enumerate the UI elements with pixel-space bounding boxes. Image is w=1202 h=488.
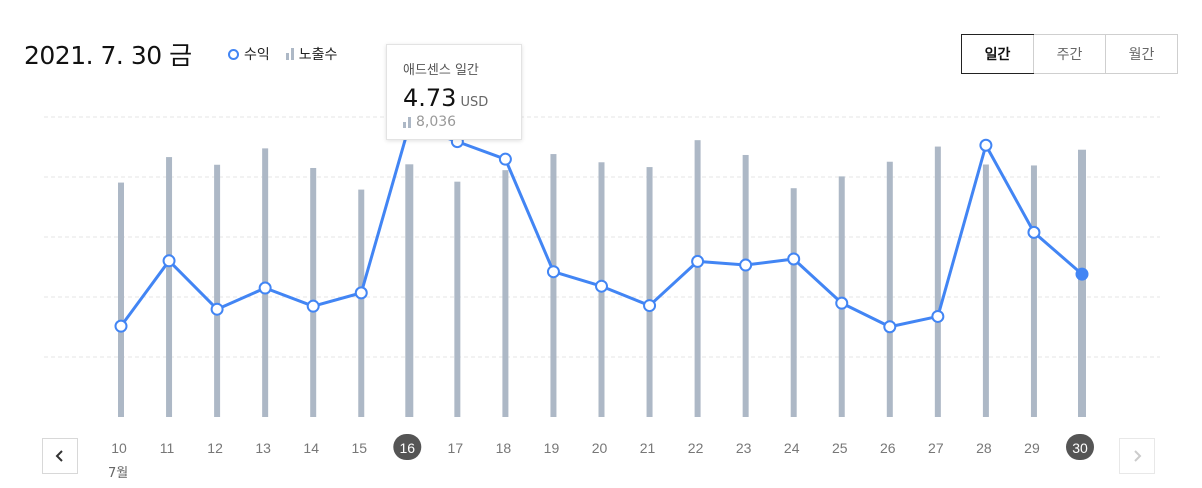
impression-bar[interactable] <box>1030 165 1037 417</box>
x-tick-label[interactable]: 28 <box>976 440 992 456</box>
impression-bar[interactable] <box>454 181 461 417</box>
revenue-point[interactable] <box>691 254 705 268</box>
impression-bar[interactable] <box>405 164 414 417</box>
x-tick-label[interactable]: 29 <box>1024 440 1040 456</box>
period-toggle: 일간 주간 월간 <box>961 34 1178 74</box>
revenue-point[interactable] <box>306 299 320 313</box>
x-tick-label[interactable]: 16 <box>400 440 416 456</box>
impression-bar[interactable] <box>742 154 749 417</box>
impression-bar[interactable] <box>790 188 797 417</box>
x-tick-label[interactable]: 23 <box>736 440 752 456</box>
revenue-point[interactable] <box>979 138 993 152</box>
selected-day-badge <box>1066 434 1094 460</box>
revenue-point[interactable] <box>931 309 945 323</box>
x-tick-label[interactable]: 30 <box>1072 440 1088 456</box>
revenue-point[interactable] <box>883 320 897 334</box>
revenue-point[interactable] <box>835 296 849 310</box>
x-tick-label[interactable]: 19 <box>544 440 560 456</box>
legend-impressions[interactable]: 노출수 <box>285 44 338 64</box>
impression-bar[interactable] <box>166 157 173 418</box>
impression-bar[interactable] <box>886 161 893 417</box>
tooltip-revenue-unit: USD <box>460 95 489 110</box>
x-tick-label[interactable]: 24 <box>784 440 800 456</box>
revenue-point[interactable] <box>1075 267 1089 281</box>
impression-bar[interactable] <box>934 146 941 418</box>
x-tick-label[interactable]: 22 <box>688 440 704 456</box>
revenue-point[interactable] <box>258 281 272 295</box>
impression-bar[interactable] <box>118 182 124 417</box>
bar-series-icon <box>285 48 294 60</box>
impression-bar[interactable] <box>310 167 317 417</box>
impression-bar[interactable] <box>214 164 221 417</box>
x-axis-month-label: 7월 <box>108 466 129 481</box>
chevron-left-icon <box>55 450 63 462</box>
tab-weekly[interactable]: 주간 <box>1033 35 1105 73</box>
line-series-icon <box>228 48 239 60</box>
legend: 수익 노출수 <box>228 44 337 64</box>
impression-bar[interactable] <box>550 154 557 417</box>
x-tick-label[interactable]: 27 <box>928 440 944 456</box>
x-tick-label[interactable]: 25 <box>832 440 848 456</box>
impression-bar[interactable] <box>502 170 509 417</box>
x-tick-label[interactable]: 12 <box>207 440 223 456</box>
x-tick-label[interactable]: 17 <box>448 440 464 456</box>
page-title: 2021. 7. 30 금 <box>24 41 192 70</box>
revenue-point[interactable] <box>1027 225 1041 239</box>
revenue-point[interactable] <box>546 265 560 279</box>
chevron-right-icon <box>1134 450 1142 462</box>
impression-bar[interactable] <box>694 140 701 417</box>
selected-day-badge <box>393 434 422 460</box>
x-tick-label[interactable]: 21 <box>640 440 656 456</box>
chart-tooltip: 애드센스 일간 4.73 USD 8,036 <box>386 44 522 140</box>
impression-bar[interactable] <box>358 189 365 417</box>
prev-period-button[interactable] <box>42 438 78 474</box>
revenue-point[interactable] <box>162 254 176 268</box>
x-tick-label[interactable]: 14 <box>303 440 319 456</box>
tab-monthly[interactable]: 월간 <box>1105 35 1177 73</box>
x-tick-label[interactable]: 10 <box>111 440 127 456</box>
revenue-point[interactable] <box>739 258 753 272</box>
impression-bar[interactable] <box>1078 149 1086 417</box>
revenue-point[interactable] <box>595 279 608 293</box>
next-period-button[interactable] <box>1119 438 1155 474</box>
revenue-point[interactable] <box>114 319 128 333</box>
legend-revenue[interactable]: 수익 <box>228 44 270 64</box>
x-tick-label[interactable]: 26 <box>880 440 896 456</box>
revenue-point[interactable] <box>643 299 657 313</box>
tooltip-title: 애드센스 일간 <box>403 63 479 78</box>
x-tick-label[interactable]: 20 <box>592 440 608 456</box>
tooltip-impressions-value: 8,036 <box>416 114 457 130</box>
impression-bar[interactable] <box>982 164 989 417</box>
x-tick-label[interactable]: 18 <box>496 440 512 456</box>
revenue-point[interactable] <box>354 286 368 300</box>
impression-bar[interactable] <box>646 167 653 417</box>
revenue-point[interactable] <box>210 302 224 316</box>
bar-series-icon <box>403 116 411 128</box>
revenue-point[interactable] <box>787 252 801 266</box>
tooltip-revenue-value: 4.73 <box>403 84 457 112</box>
revenue-point[interactable] <box>498 152 512 166</box>
x-tick-label[interactable]: 15 <box>351 440 367 456</box>
x-tick-label[interactable]: 11 <box>160 440 175 456</box>
x-tick-label[interactable]: 13 <box>255 440 271 456</box>
legend-revenue-label: 수익 <box>244 47 270 63</box>
legend-impressions-label: 노출수 <box>298 47 338 63</box>
